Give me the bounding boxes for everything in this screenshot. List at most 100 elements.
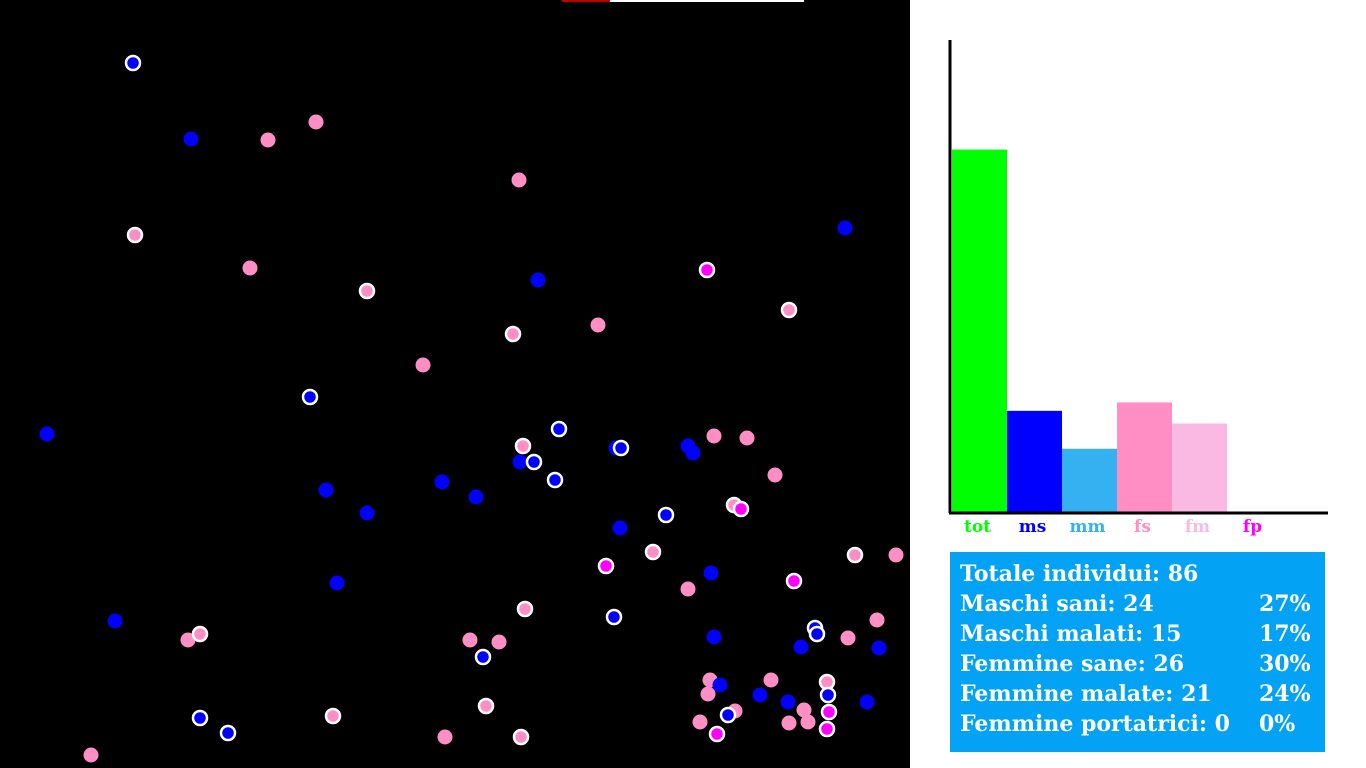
stat-percent: 27% <box>1259 591 1311 617</box>
female-individual-dot <box>242 260 258 276</box>
male-individual-dot <box>612 520 628 536</box>
male-individual-dot <box>301 388 319 406</box>
carrier-individual-dot <box>820 703 838 721</box>
bar-ms <box>1007 410 1062 512</box>
carrier-individual-dot <box>597 557 615 575</box>
male-individual-dot <box>719 706 737 724</box>
top-progress-bar <box>562 0 804 2</box>
bar-label-tot: tot <box>964 517 991 537</box>
stat-label: Femmine sane: 26 <box>960 651 1185 677</box>
male-individual-dot <box>434 474 450 490</box>
stat-row-females-carriers: Femmine portatrici: 0 0% <box>960 709 1315 739</box>
male-individual-dot <box>819 686 837 704</box>
female-individual-dot <box>706 428 722 444</box>
female-individual-dot <box>796 702 812 718</box>
female-individual-dot <box>415 357 431 373</box>
carrier-individual-dot <box>785 572 803 590</box>
female-individual-dot <box>692 714 708 730</box>
bar-label-fs: fs <box>1134 517 1151 537</box>
carrier-individual-dot <box>732 500 750 518</box>
male-individual-dot <box>550 420 568 438</box>
male-individual-dot <box>525 453 543 471</box>
female-individual-dot <box>514 437 532 455</box>
male-individual-dot <box>685 445 701 461</box>
female-individual-dot <box>180 632 196 648</box>
bar-fm <box>1172 423 1227 512</box>
stat-label: Totale individui: 86 <box>960 561 1199 587</box>
carrier-individual-dot <box>698 261 716 279</box>
female-individual-dot <box>477 697 495 715</box>
male-individual-dot <box>793 639 809 655</box>
female-individual-dot <box>846 546 864 564</box>
female-individual-dot <box>763 672 779 688</box>
bar-chart-svg: tot ms mm fs fm fp <box>948 40 1328 537</box>
male-individual-dot <box>612 439 630 457</box>
statistics-box: Totale individui: 86 Maschi sani: 24 27%… <box>950 552 1325 752</box>
female-individual-dot <box>437 729 453 745</box>
stat-row-males-sick: Maschi malati: 15 17% <box>960 619 1315 649</box>
male-individual-dot <box>530 272 546 288</box>
stat-percent: 30% <box>1259 651 1311 677</box>
stat-percent: 0% <box>1259 711 1296 737</box>
male-individual-dot <box>474 648 492 666</box>
bar-label-fm: fm <box>1185 517 1210 537</box>
top-bar-segment-red <box>562 0 610 2</box>
stat-row-females-sick: Femmine malate: 21 24% <box>960 679 1315 709</box>
female-individual-dot <box>767 467 783 483</box>
male-individual-dot <box>468 489 484 505</box>
bar-mm <box>1062 448 1117 512</box>
male-individual-dot <box>124 54 142 72</box>
bar-tot <box>952 149 1007 513</box>
male-individual-dot <box>605 608 623 626</box>
male-individual-dot <box>546 471 564 489</box>
bar-label-mm: mm <box>1070 517 1106 537</box>
male-individual-dot <box>107 613 123 629</box>
female-individual-dot <box>491 634 507 650</box>
population-bar-chart: tot ms mm fs fm fp <box>910 0 1366 545</box>
male-individual-dot <box>219 724 237 742</box>
female-individual-dot <box>358 282 376 300</box>
female-individual-dot <box>590 317 606 333</box>
bar-label-ms: ms <box>1019 517 1047 537</box>
male-individual-dot <box>318 482 334 498</box>
individuals-layer <box>39 54 904 763</box>
female-individual-dot <box>191 625 209 643</box>
stat-label: Maschi sani: 24 <box>960 591 1154 617</box>
female-individual-dot <box>260 132 276 148</box>
stat-row-total: Totale individui: 86 <box>960 559 1315 589</box>
female-individual-dot <box>324 707 342 725</box>
male-individual-dot <box>183 131 199 147</box>
female-individual-dot <box>781 715 797 731</box>
female-individual-dot <box>888 547 904 563</box>
stat-row-males-healthy: Maschi sani: 24 27% <box>960 589 1315 619</box>
male-individual-dot <box>657 506 675 524</box>
male-individual-dot <box>808 625 826 643</box>
stat-percent: 24% <box>1259 681 1311 707</box>
female-individual-dot <box>739 430 755 446</box>
female-individual-dot <box>308 114 324 130</box>
female-individual-dot <box>644 543 662 561</box>
male-individual-dot <box>359 505 375 521</box>
simulation-canvas <box>0 0 910 768</box>
female-individual-dot <box>869 612 885 628</box>
male-individual-dot <box>837 220 853 236</box>
stat-label: Maschi malati: 15 <box>960 621 1182 647</box>
female-individual-dot <box>516 600 534 618</box>
male-individual-dot <box>706 629 722 645</box>
female-individual-dot <box>504 325 522 343</box>
carrier-individual-dot <box>708 725 726 743</box>
bar-label-fp: fp <box>1243 517 1262 537</box>
female-individual-dot <box>680 581 696 597</box>
stat-label: Femmine portatrici: 0 <box>960 711 1230 737</box>
female-individual-dot <box>512 728 530 746</box>
carrier-individual-dot <box>818 720 836 738</box>
female-individual-dot <box>511 172 527 188</box>
female-individual-dot <box>840 630 856 646</box>
female-individual-dot <box>700 686 716 702</box>
male-individual-dot <box>780 694 796 710</box>
female-individual-dot <box>780 301 798 319</box>
female-individual-dot <box>800 714 816 730</box>
bar-fs <box>1117 402 1172 512</box>
stat-percent: 17% <box>1259 621 1311 647</box>
stat-row-females-healthy: Femmine sane: 26 30% <box>960 649 1315 679</box>
